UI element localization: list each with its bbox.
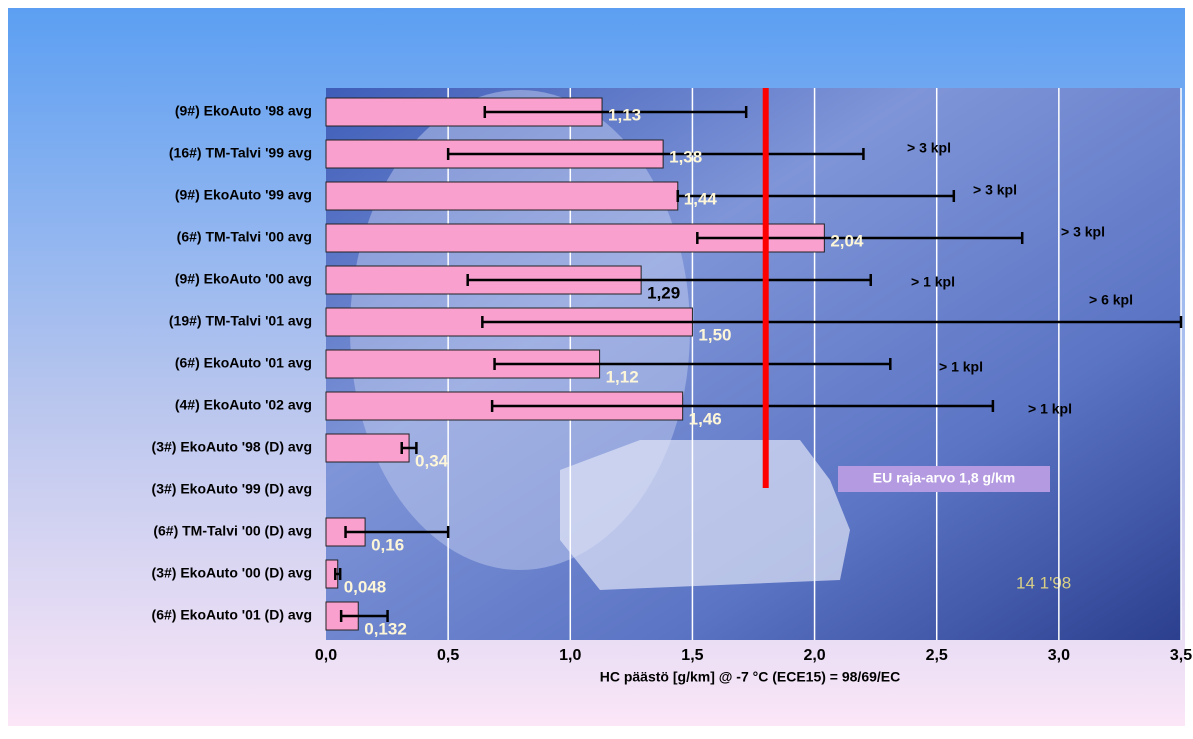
photo-car <box>560 440 850 590</box>
x-tick-label: 2,5 <box>926 647 948 664</box>
value-label: 1,46 <box>689 409 722 428</box>
value-label: 0,34 <box>415 451 449 470</box>
value-label: 0,16 <box>371 535 404 554</box>
x-tick-label: 0,5 <box>437 647 459 664</box>
photo-stamp: 14 1'98 <box>1016 573 1071 592</box>
limit-label-box <box>838 466 1050 492</box>
x-tick-label: 3,5 <box>1170 647 1192 664</box>
x-tick-label: 3,0 <box>1048 647 1070 664</box>
x-tick-label: 1,5 <box>681 647 703 664</box>
y-tick-label: (6#) TM-Talvi '00 avg <box>177 229 312 245</box>
annotation: > 1 kpl <box>911 274 955 290</box>
y-tick-label: (3#) EkoAuto '98 (D) avg <box>152 439 312 455</box>
y-tick-label: (6#) EkoAuto '01 avg <box>175 355 312 371</box>
y-tick-label: (6#) EkoAuto '01 (D) avg <box>152 607 312 623</box>
annotation: > 1 kpl <box>939 359 983 375</box>
annotation: > 3 kpl <box>973 182 1017 198</box>
bar <box>325 433 410 463</box>
y-tick-label: (9#) EkoAuto '98 avg <box>175 103 312 119</box>
x-axis-label: HC päästö [g/km] @ -7 °C (ECE15) = 98/69… <box>600 669 901 685</box>
y-tick-label: (4#) EkoAuto '02 avg <box>175 397 312 413</box>
value-label: 2,04 <box>830 231 864 250</box>
x-tick-label: 2,0 <box>803 647 825 664</box>
value-label: 1,38 <box>669 147 702 166</box>
y-tick-label: (19#) TM-Talvi '01 avg <box>169 313 312 329</box>
y-tick-label: (9#) EkoAuto '00 avg <box>175 271 312 287</box>
value-label: 0,132 <box>364 619 407 638</box>
y-tick-label: (6#) TM-Talvi '00 (D) avg <box>153 523 312 539</box>
annotation: > 6 kpl <box>1089 292 1133 308</box>
limit-label: EU raja-arvo 1,8 g/km <box>873 470 1015 486</box>
value-label: 1,12 <box>606 367 639 386</box>
bar <box>325 181 679 211</box>
y-tick-label: (9#) EkoAuto '99 avg <box>175 187 312 203</box>
value-label: 0,048 <box>344 577 387 596</box>
x-tick-label: 1,0 <box>559 647 581 664</box>
y-tick-label: (3#) EkoAuto '00 (D) avg <box>152 565 312 581</box>
value-label: 1,13 <box>608 105 641 124</box>
y-tick-label: (3#) EkoAuto '99 (D) avg <box>152 481 312 497</box>
value-label: 1,29 <box>647 283 680 302</box>
value-label: 1,44 <box>684 189 718 208</box>
x-tick-label: 0,0 <box>315 647 337 664</box>
y-tick-label: (16#) TM-Talvi '99 avg <box>169 145 312 161</box>
annotation: > 1 kpl <box>1028 401 1072 417</box>
annotation: > 3 kpl <box>1061 224 1105 240</box>
annotation: > 3 kpl <box>907 140 951 156</box>
value-label: 1,50 <box>698 325 731 344</box>
